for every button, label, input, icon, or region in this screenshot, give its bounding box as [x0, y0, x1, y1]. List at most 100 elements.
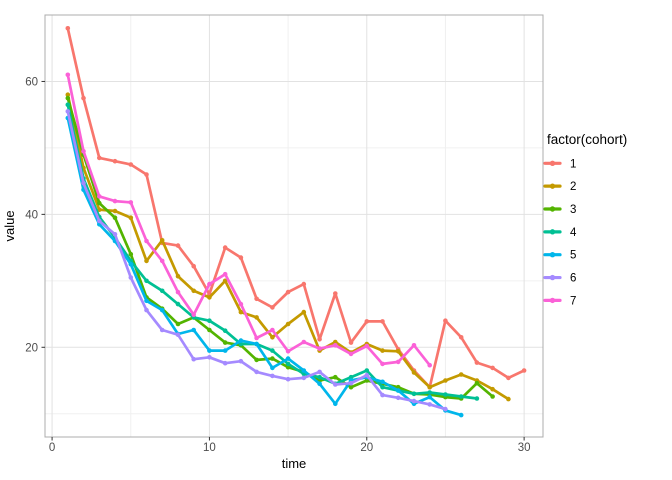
data-point: [458, 412, 464, 418]
data-point: [427, 384, 433, 390]
legend-key-point-icon: [549, 206, 556, 212]
data-point: [112, 232, 118, 237]
data-point: [175, 332, 181, 338]
data-point: [254, 357, 259, 363]
data-point: [301, 309, 307, 315]
data-point: [317, 369, 322, 375]
data-point: [97, 218, 102, 224]
legend-entry-label: 4: [570, 227, 577, 239]
data-point: [474, 360, 480, 365]
legend-entry: 3: [543, 204, 576, 216]
data-point: [112, 198, 118, 204]
data-point: [411, 343, 417, 348]
data-point: [254, 296, 259, 302]
data-point: [222, 348, 228, 353]
legend-entries: 1 2 3 4 5 6 7: [543, 158, 577, 307]
data-point: [65, 102, 71, 107]
data-point: [364, 378, 370, 383]
data-point: [81, 148, 86, 154]
data-point: [159, 288, 165, 294]
data-point: [144, 172, 149, 177]
data-point: [285, 356, 291, 361]
data-point: [380, 319, 385, 324]
data-point: [443, 378, 448, 383]
data-point: [506, 396, 511, 402]
data-point: [65, 95, 71, 101]
data-point: [285, 376, 291, 382]
data-point: [395, 395, 401, 401]
series-line-7: [66, 73, 432, 367]
data-point: [380, 361, 385, 367]
data-point: [474, 380, 480, 386]
legend-entry: 1: [543, 158, 576, 170]
data-point: [443, 318, 448, 324]
legend-entry: 6: [543, 273, 576, 285]
data-point: [411, 398, 417, 404]
data-point: [97, 155, 102, 161]
data-point: [159, 258, 165, 264]
data-point: [490, 394, 495, 399]
data-point: [175, 321, 181, 327]
data-point: [222, 340, 228, 345]
data-point: [474, 396, 480, 401]
data-point: [175, 273, 181, 279]
data-point: [238, 338, 244, 343]
data-point: [222, 271, 228, 277]
legend-entry-label: 3: [570, 204, 576, 216]
data-point: [159, 327, 165, 333]
data-point: [348, 351, 354, 357]
data-point: [427, 390, 433, 395]
data-point: [81, 180, 86, 186]
data-point: [270, 327, 275, 333]
data-point: [112, 215, 118, 220]
data-point: [112, 208, 118, 214]
data-point: [333, 382, 338, 387]
data-point: [207, 355, 212, 360]
legend-entry: 5: [543, 250, 576, 262]
data-point: [144, 298, 149, 304]
data-point: [191, 327, 196, 333]
data-point: [490, 386, 495, 392]
data-point: [207, 327, 212, 333]
data-point: [411, 391, 417, 397]
data-point: [364, 343, 370, 349]
data-point: [490, 365, 495, 371]
data-point: [65, 109, 71, 114]
legend-key-point-icon: [549, 183, 556, 189]
data-point: [254, 315, 259, 320]
legend-key-point-icon: [549, 252, 556, 258]
series-points-1: [65, 26, 527, 390]
data-point: [427, 394, 433, 400]
data-point: [128, 261, 134, 267]
y-axis-title: value: [2, 210, 17, 241]
data-point: [97, 200, 102, 206]
data-point: [333, 339, 338, 345]
x-tick-label: 30: [518, 442, 531, 454]
data-point: [238, 255, 244, 260]
data-point: [443, 406, 448, 412]
data-point: [380, 348, 385, 353]
data-point: [159, 238, 165, 243]
data-point: [317, 374, 322, 380]
data-point: [254, 341, 259, 347]
data-point: [380, 384, 385, 390]
data-point: [301, 281, 307, 287]
legend-key-point-icon: [549, 274, 556, 281]
data-point: [285, 349, 291, 354]
legend-entry-label: 6: [570, 273, 576, 285]
x-tick-label: 20: [360, 442, 373, 454]
data-point: [348, 374, 354, 380]
data-point: [395, 349, 401, 354]
data-point: [65, 26, 71, 31]
y-tick-label: 60: [25, 76, 38, 88]
data-point: [254, 335, 259, 341]
data-point: [301, 339, 307, 345]
y-tick-label: 20: [25, 342, 38, 354]
data-point: [348, 340, 354, 345]
data-point: [144, 278, 149, 284]
data-point: [144, 307, 149, 313]
y-tick-label: 40: [25, 209, 38, 221]
data-point: [395, 388, 401, 393]
data-point: [144, 258, 149, 264]
